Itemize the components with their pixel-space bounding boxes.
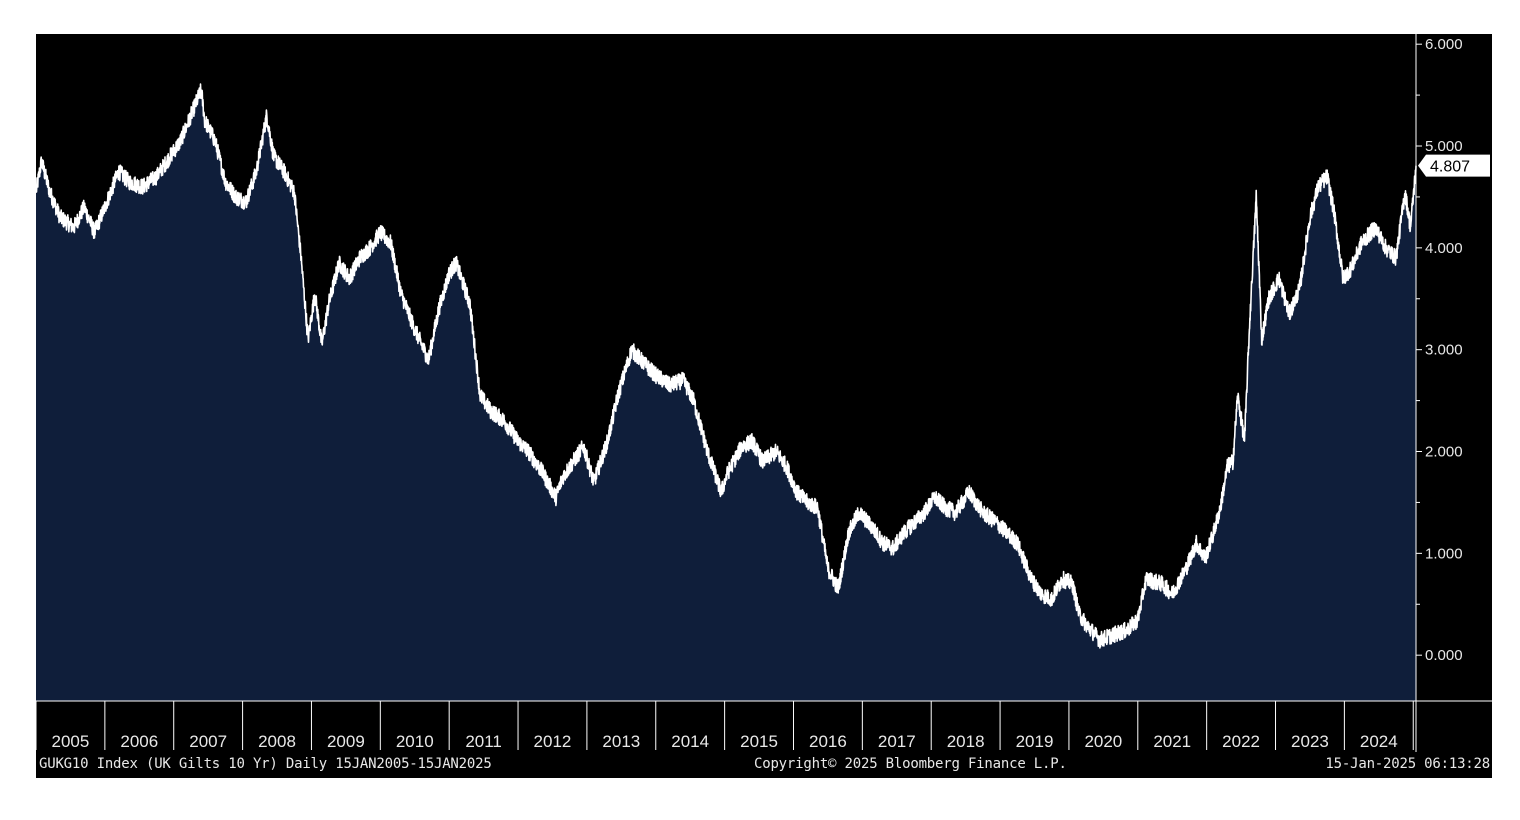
- x-tick-label: 2016: [809, 732, 847, 751]
- x-tick-label: 2006: [120, 732, 158, 751]
- last-value-badge: [1418, 154, 1490, 177]
- x-tick-label: 2018: [947, 732, 985, 751]
- x-axis: 2005 2006 2007 2008 2009 2010 2011 2012 2013 2014…: [36, 700, 1492, 751]
- y-tick-label: 4.000: [1425, 240, 1463, 257]
- y-tick-label: 1.000: [1425, 545, 1463, 562]
- x-tick-label: 2019: [1016, 732, 1054, 751]
- y-tick-label: 5.000: [1425, 138, 1463, 155]
- x-tick-label: 2013: [602, 732, 640, 751]
- last-value-marker: 4.807: [1418, 154, 1490, 177]
- x-tick-label: 2012: [534, 732, 572, 751]
- x-tick-label: 2005: [52, 732, 90, 751]
- x-tick-label: 2021: [1153, 732, 1191, 751]
- yield-line: [36, 83, 1417, 649]
- x-tick-label: 2009: [327, 732, 365, 751]
- x-tick-label: 2022: [1222, 732, 1260, 751]
- x-tick-label: 2014: [671, 732, 709, 751]
- chart-panel: 0.000 1.000 2.000 3.000 4.000 5.000 6.000 2005…: [36, 34, 1492, 778]
- x-tick-label: 2011: [465, 732, 502, 751]
- x-tick-label: 2015: [740, 732, 778, 751]
- x-tick-label: 2023: [1291, 732, 1329, 751]
- x-tick-label: 2008: [258, 732, 296, 751]
- chart-footer: GUKG10 Index (UK Gilts 10 Yr) Daily 15JA…: [36, 752, 1492, 778]
- x-tick-label: 2024: [1360, 732, 1398, 751]
- x-tick-label: 2020: [1084, 732, 1122, 751]
- last-value-label: 4.807: [1430, 159, 1470, 176]
- y-tick-label: 3.000: [1425, 342, 1463, 359]
- y-axis: 0.000 1.000 2.000 3.000 4.000 5.000 6.000: [1415, 34, 1463, 752]
- chart-svg: 0.000 1.000 2.000 3.000 4.000 5.000 6.000 2005…: [36, 34, 1492, 778]
- y-tick-label: 2.000: [1425, 444, 1463, 461]
- y-tick-label: 6.000: [1425, 36, 1463, 53]
- footer-copyright: Copyright© 2025 Bloomberg Finance L.P.: [754, 756, 1067, 772]
- footer-timestamp: 15-Jan-2025 06:13:28: [1325, 756, 1490, 772]
- x-tick-label: 2007: [189, 732, 227, 751]
- x-tick-label: 2010: [396, 732, 434, 751]
- footer-security-description: GUKG10 Index (UK Gilts 10 Yr) Daily 15JA…: [39, 756, 492, 772]
- x-tick-label: 2017: [878, 732, 916, 751]
- y-tick-label: 0.000: [1425, 647, 1463, 664]
